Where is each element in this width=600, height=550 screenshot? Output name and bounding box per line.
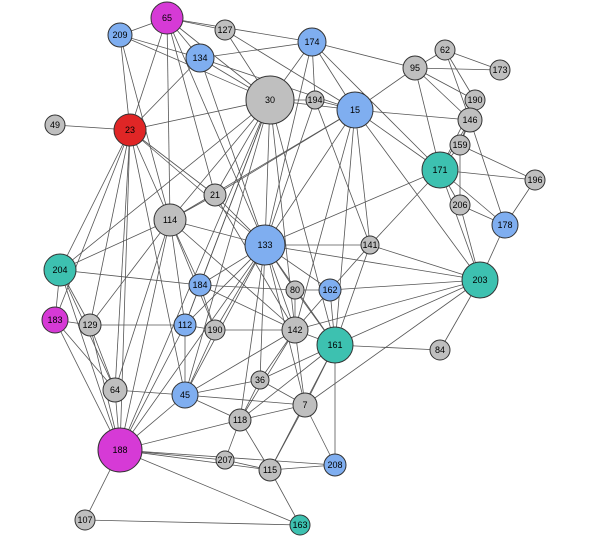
node-204: 204 <box>44 254 76 286</box>
node-142: 142 <box>282 317 308 343</box>
node-161: 161 <box>317 327 353 363</box>
edge <box>460 145 535 180</box>
edge <box>167 18 312 42</box>
node-112: 112 <box>174 314 196 336</box>
node-146: 146 <box>458 108 482 132</box>
node-62: 62 <box>435 40 455 60</box>
node-183: 183 <box>42 307 68 333</box>
edge <box>330 280 480 290</box>
node-194: 194 <box>306 91 324 109</box>
node-159: 159 <box>450 135 470 155</box>
edge <box>120 130 130 450</box>
node-133: 133 <box>245 225 285 265</box>
node-162: 162 <box>319 279 341 301</box>
node-15: 15 <box>337 92 373 128</box>
node-203: 203 <box>462 262 498 298</box>
node-115: 115 <box>259 459 281 481</box>
node-174: 174 <box>298 28 326 56</box>
node-65: 65 <box>151 2 183 34</box>
node-188: 188 <box>98 428 142 472</box>
node-141: 141 <box>361 236 379 254</box>
node-95: 95 <box>403 56 427 80</box>
node-114: 114 <box>154 204 186 236</box>
edge <box>55 130 130 320</box>
node-36: 36 <box>251 371 269 389</box>
edge <box>312 42 415 68</box>
node-45: 45 <box>172 382 198 408</box>
edge <box>167 18 215 195</box>
edge <box>265 42 312 245</box>
edge <box>120 220 170 450</box>
node-49: 49 <box>45 115 65 135</box>
node-209: 209 <box>108 23 132 47</box>
node-184: 184 <box>189 274 211 296</box>
edge <box>200 285 295 290</box>
nodes-layer: 6520912713417462951734923301941519014615… <box>42 2 545 535</box>
edge <box>85 520 300 525</box>
edge <box>185 330 295 395</box>
node-190: 190 <box>205 320 225 340</box>
node-80: 80 <box>286 281 304 299</box>
node-134: 134 <box>186 44 214 72</box>
edge <box>170 220 215 330</box>
node-190: 190 <box>465 90 485 110</box>
node-84: 84 <box>430 340 450 360</box>
edge <box>470 120 505 225</box>
node-118: 118 <box>229 409 251 431</box>
node-178: 178 <box>492 212 518 238</box>
node-196: 196 <box>525 170 545 190</box>
edge <box>335 280 480 345</box>
node-7: 7 <box>293 393 317 417</box>
node-208: 208 <box>324 454 346 476</box>
node-163: 163 <box>290 515 310 535</box>
node-127: 127 <box>215 20 235 40</box>
node-129: 129 <box>79 314 101 336</box>
node-173: 173 <box>490 60 510 80</box>
edge <box>130 18 167 130</box>
node-64: 64 <box>103 378 127 402</box>
node-23: 23 <box>114 114 146 146</box>
edge <box>200 42 312 58</box>
node-21: 21 <box>204 184 226 206</box>
node-207: 207 <box>216 451 234 469</box>
network-diagram: 6520912713417462951734923301941519014615… <box>0 0 600 550</box>
node-206: 206 <box>450 195 470 215</box>
edge <box>185 245 265 395</box>
node-30: 30 <box>246 76 294 124</box>
node-107: 107 <box>75 510 95 530</box>
edge <box>415 68 500 70</box>
edge <box>60 130 130 270</box>
edge <box>240 245 265 420</box>
node-171: 171 <box>422 152 458 188</box>
edge <box>120 450 270 470</box>
